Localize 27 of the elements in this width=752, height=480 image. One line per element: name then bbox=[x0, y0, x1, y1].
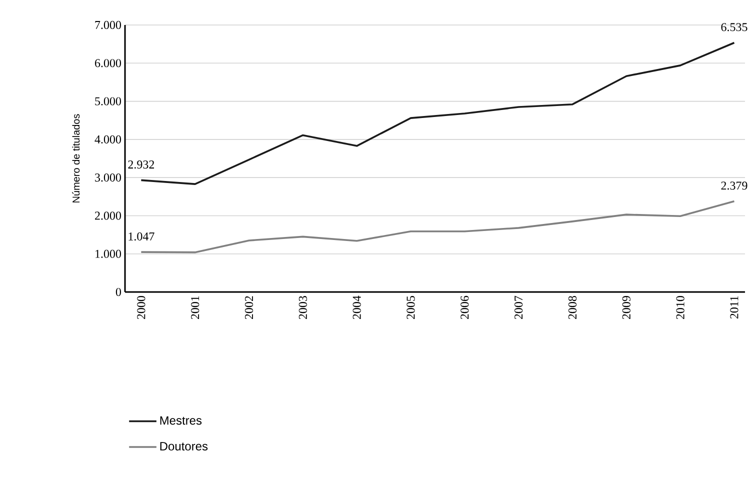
x-tick-label: 2004 bbox=[352, 296, 361, 319]
y-tick-label: 0 bbox=[116, 288, 122, 296]
x-tick-label: 2011 bbox=[730, 296, 738, 319]
x-tick-label: 2005 bbox=[406, 296, 415, 319]
y-tick-label: 5.000 bbox=[95, 97, 122, 106]
y-tick-label: 6.000 bbox=[94, 59, 122, 68]
y-tick-label: 3.000 bbox=[95, 173, 122, 182]
y-axis-title: Número de titulados bbox=[72, 114, 80, 202]
x-tick-label: 2000 bbox=[137, 296, 146, 319]
x-tick-label: 2010 bbox=[676, 296, 684, 319]
x-tick-label: 2009 bbox=[622, 296, 630, 319]
x-tick-label: 2006 bbox=[460, 296, 469, 319]
y-tick-label: 2.000 bbox=[95, 212, 122, 220]
legend-label: Doutores bbox=[160, 442, 208, 450]
y-tick-label: 4.000 bbox=[94, 135, 122, 144]
data-label: 6.535 bbox=[721, 23, 748, 32]
data-label: 1.047 bbox=[128, 232, 154, 241]
x-tick-label: 2001 bbox=[191, 296, 200, 319]
x-tick-label: 2008 bbox=[568, 296, 577, 319]
x-tick-label: 2002 bbox=[244, 296, 254, 319]
data-label: 2.932 bbox=[128, 160, 154, 169]
data-label: 2.379 bbox=[721, 182, 748, 190]
legend-label: Mestres bbox=[160, 416, 202, 425]
y-tick-label: 1.000 bbox=[96, 250, 122, 258]
y-tick-label: 7.000 bbox=[95, 20, 122, 30]
x-tick-label: 2003 bbox=[298, 296, 307, 319]
x-tick-label: 2007 bbox=[514, 296, 523, 319]
